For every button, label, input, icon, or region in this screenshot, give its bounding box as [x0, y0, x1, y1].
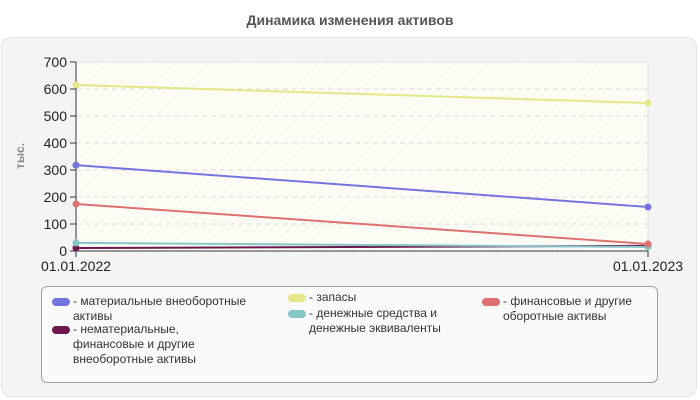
axes: 0 100 200 300 400 500 600 700 01.01.2022 01.01.20… — [41, 54, 683, 274]
legend-item-intangible-noncurrent[interactable]: - нематериальные, финансовые и другие вн… — [52, 322, 196, 367]
x-tick-label: 01.01.2022 — [41, 258, 111, 274]
chart-title: Динамика изменения активов — [246, 12, 454, 28]
legend-item-inventory[interactable]: - запасы — [288, 290, 356, 305]
y-tick-label: 700 — [44, 54, 68, 70]
series-line — [75, 83, 649, 105]
y-tick-label: 600 — [44, 81, 68, 97]
legend-swatch — [288, 294, 306, 302]
legend-label: - материальные внеоборотные активы — [73, 294, 246, 323]
y-axis-label: тыс. — [13, 143, 27, 169]
data-point — [72, 81, 80, 89]
x-tick-label: 01.01.2023 — [613, 258, 683, 274]
y-tick-label: 500 — [44, 108, 68, 124]
data-point — [72, 244, 80, 252]
legend-swatch — [288, 310, 306, 318]
y-tick-label: 0 — [59, 243, 67, 259]
series-line — [75, 164, 649, 208]
data-point — [644, 99, 652, 107]
legend-item-financial-current[interactable]: - финансовые и другие оборотные активы — [482, 294, 632, 324]
plot-area — [75, 61, 649, 252]
data-point — [72, 161, 80, 169]
plot-background — [75, 61, 649, 252]
line-chart: 0 100 200 300 400 500 600 700 01.01.2022 01.01.20… — [13, 54, 683, 274]
data-point — [72, 200, 80, 208]
data-point — [644, 203, 652, 211]
series-lines — [72, 81, 652, 252]
legend-label: - финансовые и другие оборотные активы — [503, 294, 632, 323]
data-point — [72, 239, 80, 247]
legend-swatch — [482, 298, 500, 306]
legend-swatch — [52, 326, 70, 334]
series-line — [75, 241, 649, 248]
legend-item-cash[interactable]: - денежные средства и денежные эквивален… — [288, 306, 441, 336]
data-point — [644, 240, 652, 248]
y-tick-label: 400 — [44, 135, 68, 151]
legend: - материальные внеоборотные активы - нем… — [41, 286, 658, 383]
legend-item-tangible-noncurrent[interactable]: - материальные внеоборотные активы — [52, 294, 246, 324]
legend-swatch — [52, 298, 70, 306]
legend-label: - денежные средства и денежные эквивален… — [309, 306, 441, 335]
legend-label: - нематериальные, финансовые и другие вн… — [73, 322, 196, 366]
y-tick-label: 200 — [44, 189, 68, 205]
y-tick-label: 300 — [44, 162, 68, 178]
legend-label: - запасы — [309, 290, 357, 304]
series-line — [75, 203, 649, 245]
y-tick-label: 100 — [44, 216, 68, 232]
